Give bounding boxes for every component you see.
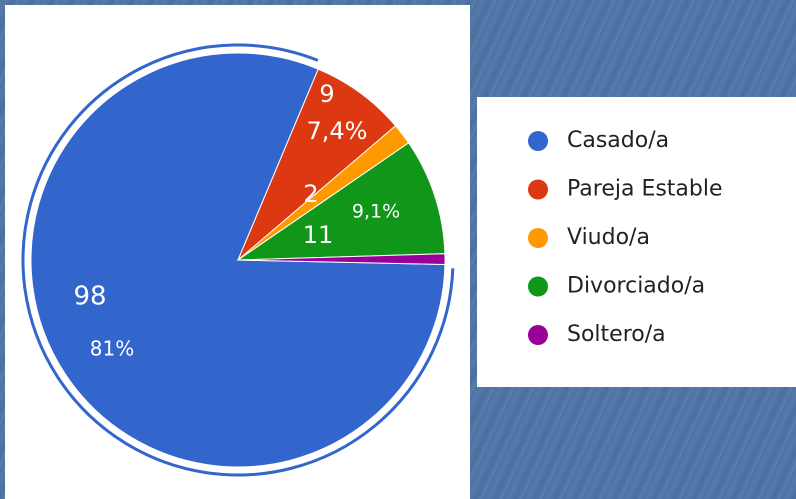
pie-slice (237, 68, 397, 261)
count-label: 2 (303, 180, 318, 208)
pie-slice (237, 253, 446, 265)
legend-label: Pareja Estable (567, 177, 723, 202)
pie-slice (236, 142, 446, 261)
percent-label: 81% (90, 337, 134, 361)
legend-label: Viudo/a (567, 225, 650, 250)
percent-label: 9,1% (352, 201, 400, 223)
legend-label: Casado/a (567, 128, 669, 153)
legend-swatch (528, 228, 548, 248)
legend-swatch (528, 325, 548, 345)
count-label: 98 (73, 282, 106, 312)
legend-swatch (528, 276, 548, 297)
selection-ring (21, 43, 455, 477)
count-label: 11 (303, 221, 334, 249)
count-label: 9 (319, 80, 334, 108)
legend-label: Soltero/a (567, 322, 666, 347)
legend-label: Divorciado/a (567, 274, 705, 299)
percent-label: 7,4% (307, 117, 368, 145)
legend-swatch (528, 131, 548, 151)
legend-swatch (528, 179, 548, 200)
